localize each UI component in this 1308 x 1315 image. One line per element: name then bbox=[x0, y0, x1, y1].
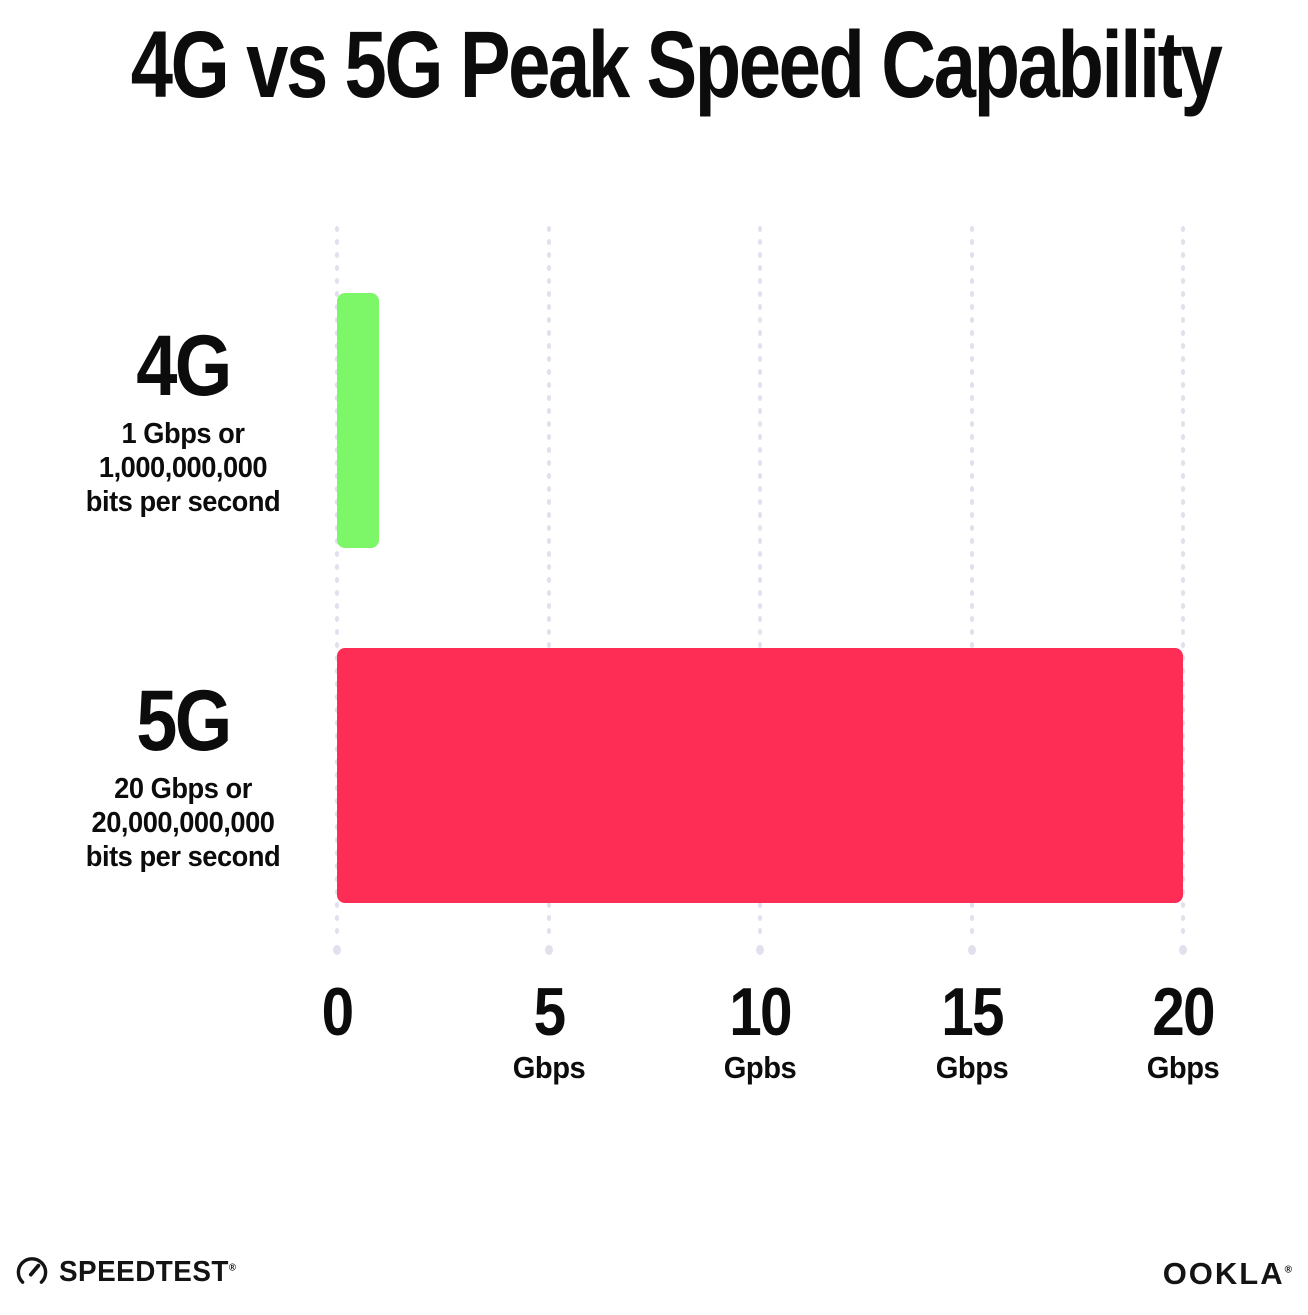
row-sublabel: 1,000,000,000 bbox=[98, 452, 268, 484]
x-tick-number: 10 bbox=[729, 974, 792, 1050]
speedtest-logo: SPEEDTEST® bbox=[14, 1254, 244, 1290]
row-sublabel: bits per second bbox=[85, 841, 281, 873]
row-sublabel: 1 Gbps or bbox=[121, 418, 245, 450]
x-tick-number: 5 bbox=[533, 974, 566, 1050]
speedtest-wordmark: SPEEDTEST® bbox=[59, 1255, 237, 1288]
row-label-5g: 5G 20 Gbps or 20,000,000,000 bits per secon… bbox=[38, 676, 328, 874]
x-tick-number: 20 bbox=[1152, 974, 1215, 1050]
row-sublabel: 20,000,000,000 bbox=[91, 807, 275, 839]
x-tick-0: 0 bbox=[319, 976, 355, 1048]
gridline-15 bbox=[969, 225, 974, 941]
row-label-4g: 4G 1 Gbps or 1,000,000,000 bits per second bbox=[38, 321, 328, 519]
plot-area bbox=[335, 225, 1185, 960]
gridline-20 bbox=[1181, 225, 1185, 941]
x-tick-unit: Gbps bbox=[1146, 1050, 1220, 1085]
row-sublabel: 20 Gbps or bbox=[114, 773, 252, 805]
row-name-5g: 5G bbox=[136, 673, 232, 769]
gridline-5 bbox=[546, 225, 551, 941]
ookla-reg-mark: ® bbox=[1284, 1264, 1294, 1276]
gridline-0 bbox=[335, 225, 339, 941]
x-tick-20: 20 Gbps bbox=[1144, 976, 1221, 1088]
x-tick-unit: Gbps bbox=[512, 1050, 585, 1085]
x-tick-unit: Gbps bbox=[935, 1050, 1008, 1085]
bar-5g bbox=[337, 647, 1183, 903]
speedtest-gauge-icon bbox=[14, 1254, 50, 1290]
chart-title: 4G vs 5G Peak Speed Capability bbox=[130, 12, 1223, 118]
speedtest-reg-mark: ® bbox=[228, 1261, 237, 1273]
x-tick-unit: Gpbs bbox=[723, 1050, 797, 1085]
ookla-wordmark: OOKLA® bbox=[1162, 1256, 1294, 1291]
x-tick-10: 10 Gpbs bbox=[721, 976, 798, 1088]
x-tick-15: 15 Gbps bbox=[933, 976, 1010, 1088]
ookla-logo: OOKLA® bbox=[1163, 1256, 1294, 1292]
x-tick-5: 5 Gbps bbox=[510, 976, 587, 1088]
x-tick-number: 15 bbox=[940, 974, 1004, 1050]
row-name-4g: 4G bbox=[136, 318, 232, 414]
bar-4g bbox=[337, 292, 380, 548]
x-tick-number: 0 bbox=[321, 974, 355, 1050]
gridline-10 bbox=[758, 225, 762, 941]
row-sublabel: bits per second bbox=[85, 486, 281, 518]
